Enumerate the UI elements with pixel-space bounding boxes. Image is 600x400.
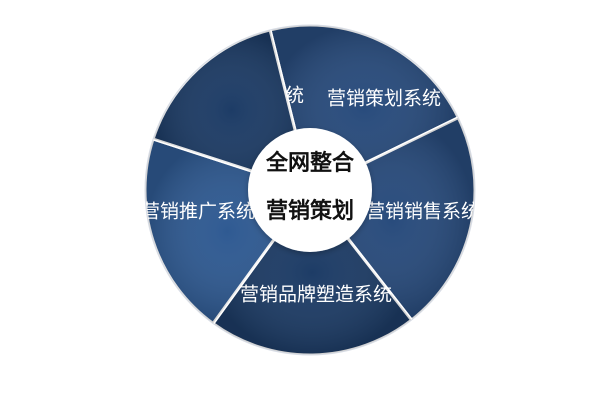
wheel-segment-shade: [213, 190, 412, 355]
wheel-segment-label: 营销推广系统: [141, 201, 255, 223]
wheel-segment: 营销策划系统: [307, 88, 477, 323]
center-title-line2: 营销策划: [266, 198, 354, 224]
wheel-segment-label: 营销销售系统: [366, 201, 480, 223]
wheel-outer-rim: [144, 24, 476, 356]
center-title-line1: 全网整合: [265, 150, 355, 176]
segments-layer: 电商运营系统营销策划系统营销销售系统营销品牌塑造系统营销推广系统: [141, 23, 480, 357]
center-circle: [248, 128, 372, 252]
wheel-segment-label: 营销品牌塑造系统: [240, 284, 392, 306]
wheel-segment-shade: [310, 117, 475, 321]
center-layer: 全网整合 营销策划: [248, 128, 372, 252]
wheel-segment-label: 营销策划系统: [327, 88, 441, 110]
